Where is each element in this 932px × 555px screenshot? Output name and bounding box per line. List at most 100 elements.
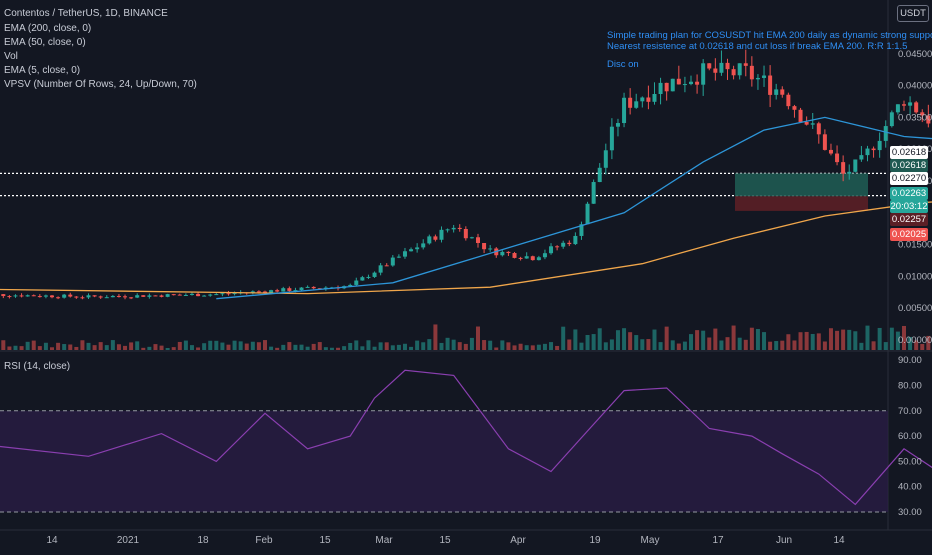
volume-bar — [585, 334, 590, 350]
volume-bar — [86, 342, 91, 350]
candle-body — [147, 295, 152, 297]
price-tick-label: 0.00500 — [898, 303, 932, 314]
volume-bar — [244, 343, 249, 350]
volume-bar — [506, 342, 511, 350]
volume-bar — [658, 342, 663, 350]
candle-body — [409, 249, 414, 252]
volume-bar — [129, 342, 134, 350]
indicator-ema5-label[interactable]: EMA (5, close, 0) — [4, 65, 81, 76]
volume-bar — [859, 342, 864, 350]
annotation-line-3: Disc on — [607, 59, 639, 70]
candle-body — [555, 246, 560, 248]
candle-body — [567, 242, 572, 245]
time-tick-label: 17 — [712, 535, 724, 546]
volume-bar — [159, 345, 164, 350]
volume-bar — [323, 347, 328, 350]
volume-bar — [366, 340, 371, 350]
candle-body — [847, 171, 852, 174]
candle-body — [287, 288, 292, 291]
volume-bar — [713, 328, 718, 350]
indicator-vol-label[interactable]: Vol — [4, 51, 18, 62]
candle-body — [50, 295, 54, 298]
volume-bar — [25, 341, 30, 350]
volume-bar — [68, 344, 73, 350]
volume-bar — [263, 340, 267, 350]
volume-bar — [196, 347, 201, 350]
volume-bar — [883, 342, 888, 350]
candle-body — [622, 97, 627, 124]
time-tick-label: 14 — [833, 535, 845, 546]
candle-body — [372, 272, 377, 277]
volume-bar — [615, 330, 620, 350]
volume-bar — [597, 328, 602, 350]
candle-body — [865, 148, 870, 156]
candle-body — [80, 297, 85, 299]
volume-bar — [50, 347, 54, 350]
candle-body — [816, 123, 821, 135]
volume-bar — [396, 344, 401, 350]
rsi-label[interactable]: RSI (14, close) — [4, 361, 71, 372]
candle-body — [488, 248, 493, 250]
candle-body — [482, 243, 487, 250]
volume-bar — [269, 346, 274, 350]
volume-bar — [171, 347, 176, 350]
volume-bar — [202, 343, 207, 350]
candle-body — [883, 126, 888, 141]
candle-body — [275, 290, 280, 292]
candle-body — [768, 75, 773, 95]
candle-body — [731, 69, 736, 76]
candle-body — [92, 295, 97, 297]
volume-bar — [652, 329, 657, 350]
candle-body — [208, 294, 213, 296]
volume-bar — [214, 340, 219, 350]
volume-bar — [889, 327, 894, 350]
volume-bar — [828, 328, 833, 350]
candle-body — [585, 203, 590, 225]
candle-body — [573, 235, 578, 245]
volume-bar — [488, 340, 493, 350]
volume-bar — [256, 342, 261, 350]
stop-badge: 0.02025 — [890, 228, 928, 241]
volume-bar — [810, 333, 815, 350]
volume-bar — [1, 340, 6, 350]
candle-body — [202, 295, 207, 297]
candle-body — [786, 94, 791, 107]
candle-body — [469, 237, 474, 239]
volume-bar — [281, 344, 286, 350]
volume-bar — [305, 346, 310, 350]
volume-bar — [689, 334, 693, 350]
annotation-line-2: Nearest resistence at 0.02618 and cut lo… — [607, 41, 908, 52]
candle-body — [682, 84, 687, 86]
price-tick-label: 0.03500 — [898, 112, 932, 123]
volume-bar — [695, 330, 700, 350]
volume-bar — [774, 341, 779, 350]
volume-bar — [13, 345, 18, 350]
volume-bar — [189, 345, 194, 350]
volume-bar — [360, 346, 365, 350]
price-tick-label: 0.04500 — [898, 49, 932, 60]
indicator-vpsv-label[interactable]: VPSV (Number Of Rows, 24, Up/Down, 70) — [4, 79, 197, 90]
level-badge: 0.02270 — [890, 172, 928, 185]
indicator-ema50-label[interactable]: EMA (50, close, 0) — [4, 37, 86, 48]
volume-bar — [415, 340, 420, 350]
time-tick-label: 15 — [439, 535, 451, 546]
candle-body — [707, 63, 712, 69]
currency-button[interactable]: USDT — [897, 5, 929, 22]
candle-body — [524, 256, 529, 259]
volume-bar — [676, 343, 681, 350]
indicator-ema200-label[interactable]: EMA (200, close, 0) — [4, 23, 92, 34]
candle-body — [725, 62, 730, 70]
volume-bar — [116, 344, 121, 350]
volume-bar — [31, 340, 36, 350]
candle-body — [871, 148, 876, 151]
candle-body — [86, 295, 91, 298]
candle-body — [536, 257, 541, 261]
volume-bar — [74, 346, 79, 350]
candle-body — [384, 265, 389, 267]
candle-body — [123, 296, 128, 298]
volume-bar — [56, 342, 61, 350]
candle-body — [19, 295, 24, 297]
candle-body — [755, 77, 760, 80]
